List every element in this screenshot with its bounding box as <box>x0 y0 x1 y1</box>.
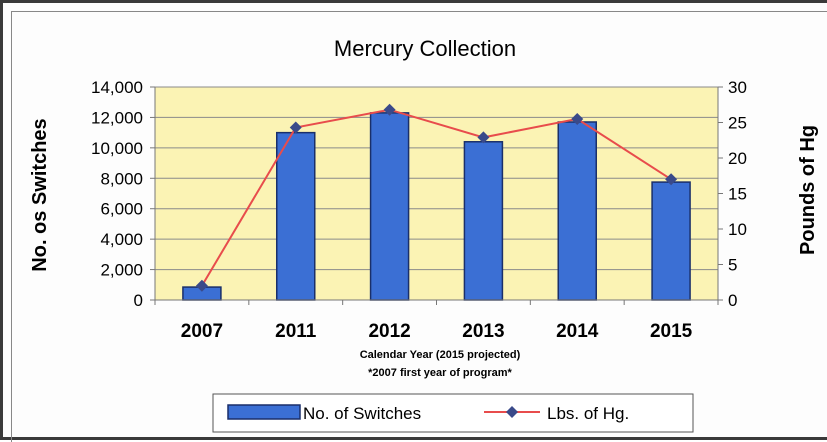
hg-point-2013 <box>477 131 490 144</box>
bar-2013 <box>463 141 504 301</box>
hg-point-2011 <box>289 121 302 134</box>
y2-tick-label: 20 <box>728 149 747 168</box>
hg-point-2007 <box>195 279 208 292</box>
chart-title: Mercury Collection <box>334 36 516 61</box>
y-tick-label: 12,000 <box>91 108 143 127</box>
bar-2011 <box>276 131 316 301</box>
bar-2015 <box>651 181 691 301</box>
bar-2012 <box>369 112 410 301</box>
plot-area <box>155 87 718 300</box>
bar-2014 <box>557 121 597 301</box>
y2-tick-label: 5 <box>728 256 737 275</box>
y-tick-label: 2,000 <box>100 261 143 280</box>
right-tick-labels: 0 5 10 15 20 25 30 <box>728 78 747 310</box>
x-tick-label: 2014 <box>556 321 599 342</box>
y-tick-label: 8,000 <box>100 169 143 188</box>
x-tick-label: 2011 <box>275 321 317 342</box>
hg-point-2014 <box>571 112 584 125</box>
legend-label-hg: Lbs. of Hg. <box>547 404 629 423</box>
y-tick-label: 14,000 <box>91 78 143 97</box>
legend-label-switches: No. of Switches <box>303 404 421 423</box>
y-tick-label: 0 <box>134 291 143 310</box>
y2-tick-label: 30 <box>728 78 747 97</box>
left-tick-labels: 0 2,000 4,000 6,000 8,000 10,000 12,000 14,000 <box>91 78 143 310</box>
y-tick-label: 4,000 <box>100 230 143 249</box>
plot-background <box>155 87 718 300</box>
line-series <box>195 103 678 292</box>
x-axis-title: Calendar Year (2015 projected) <box>360 349 521 361</box>
chart-inner-border <box>11 11 827 442</box>
legend-marker-hg <box>506 406 518 418</box>
x-axis-note: *2007 first year of program* <box>368 367 512 379</box>
hg-point-2015 <box>665 173 678 186</box>
y-tick-label: 10,000 <box>91 139 143 158</box>
axes <box>150 86 723 305</box>
legend: No. of Switches Lbs. of Hg. <box>212 393 694 433</box>
y2-tick-label: 15 <box>728 185 747 204</box>
hg-line <box>201 108 672 287</box>
bar-series <box>182 112 691 301</box>
y-tick-label: 6,000 <box>100 200 143 219</box>
y2-tick-label: 10 <box>728 220 747 239</box>
x-tick-label: 2015 <box>650 321 693 342</box>
y2-axis-title: Pounds of Hg <box>797 125 819 255</box>
y-axis-title: No. os Switches <box>29 118 51 271</box>
hg-point-2012 <box>383 103 396 116</box>
y2-tick-label: 0 <box>728 291 737 310</box>
x-tick-label: 2013 <box>462 321 504 342</box>
x-tick-labels: 2007 2011 2012 2013 2014 2015 <box>181 321 693 342</box>
x-tick-label: 2012 <box>368 321 410 342</box>
x-tick-label: 2007 <box>181 321 223 342</box>
legend-swatch-switches <box>227 404 301 420</box>
y2-tick-label: 25 <box>728 114 747 133</box>
